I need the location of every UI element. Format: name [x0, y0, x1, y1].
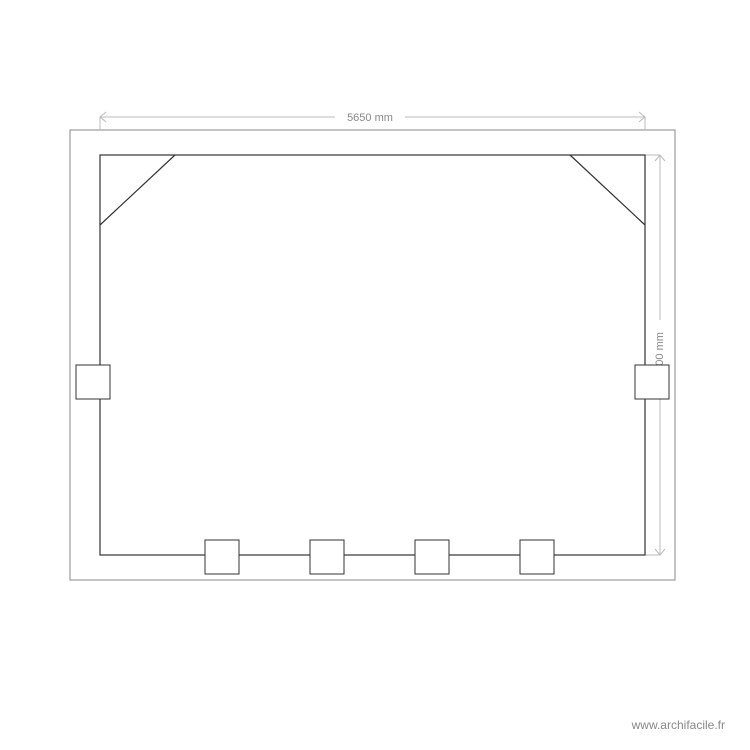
bottom-post-3 [415, 540, 449, 574]
top-dimension-label: 5650 mm [347, 112, 393, 124]
bottom-post-4 [520, 540, 554, 574]
corner-brace-right [570, 155, 645, 225]
room-outline [100, 155, 645, 555]
top-dimension: 5650 mm [100, 108, 645, 130]
outer-boundary [70, 130, 675, 580]
bottom-post-2 [310, 540, 344, 574]
floor-plan-canvas: 5650 mm 4300 mm www.archifacile.fr [0, 0, 750, 750]
corner-brace-left [100, 155, 175, 225]
side-post-left [76, 365, 110, 399]
side-post-right [635, 365, 669, 399]
right-dimension: 4300 mm [645, 155, 669, 555]
bottom-post-1 [205, 540, 239, 574]
watermark: www.archifacile.fr [632, 718, 725, 732]
plan-svg: 5650 mm 4300 mm [0, 0, 750, 750]
